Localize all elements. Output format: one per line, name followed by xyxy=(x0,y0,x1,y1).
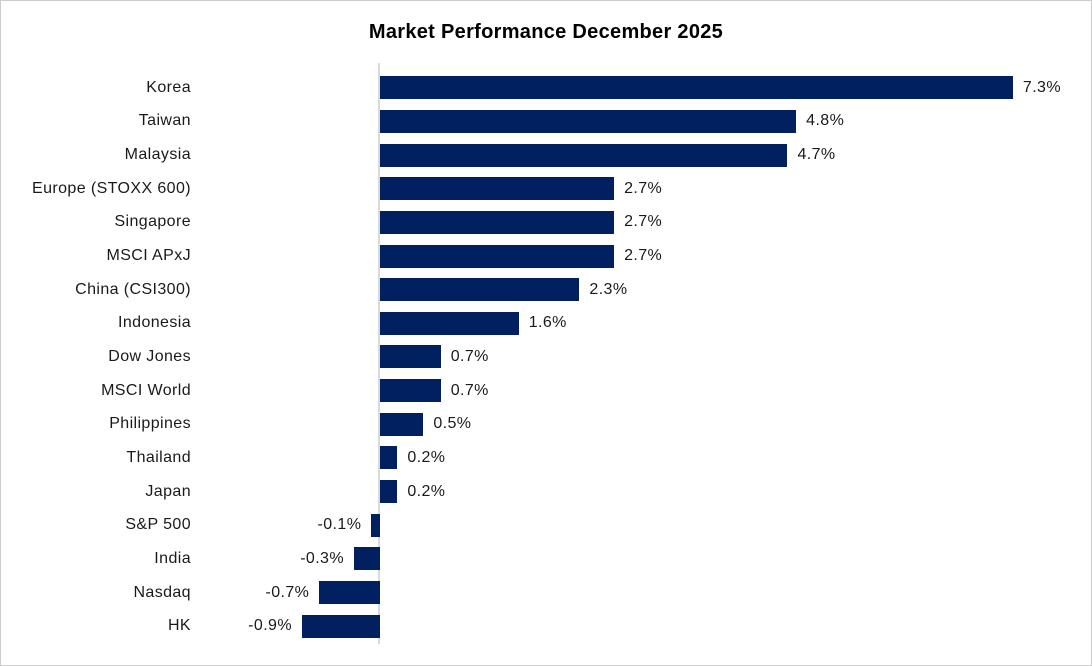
bar xyxy=(380,412,424,436)
chart-row: Singapore 2.7% xyxy=(1,206,1091,240)
zero-axis-line xyxy=(378,63,380,644)
value-label: -0.9% xyxy=(248,617,292,635)
chart-row: Malaysia 4.7% xyxy=(1,138,1091,172)
category-label: Taiwan xyxy=(138,112,191,130)
value-label: 0.5% xyxy=(433,415,472,433)
category-label: India xyxy=(154,549,191,567)
value-label: 1.6% xyxy=(528,314,567,332)
bar xyxy=(380,210,615,234)
chart-row: S&P 500 -0.1% xyxy=(1,508,1091,542)
bar xyxy=(380,311,519,335)
bar xyxy=(319,581,380,605)
chart-row: India -0.3% xyxy=(1,542,1091,576)
chart-row: Philippines 0.5% xyxy=(1,408,1091,442)
value-label: 2.7% xyxy=(624,247,663,265)
category-label: Singapore xyxy=(114,213,191,231)
chart-title: Market Performance December 2025 xyxy=(368,21,724,43)
category-label: MSCI APxJ xyxy=(106,247,191,265)
bar xyxy=(380,143,788,167)
value-label: -0.1% xyxy=(317,516,362,534)
value-label: 7.3% xyxy=(1022,78,1061,96)
bar xyxy=(380,177,615,201)
bar xyxy=(380,109,797,133)
chart-row: Indonesia 1.6% xyxy=(1,307,1091,341)
bar xyxy=(353,547,380,571)
category-label: China (CSI300) xyxy=(75,280,191,298)
bar xyxy=(380,379,441,403)
category-label: S&P 500 xyxy=(125,516,191,534)
value-label: -0.7% xyxy=(265,583,310,601)
bar xyxy=(371,513,380,537)
category-label: MSCI World xyxy=(101,381,191,399)
category-label: Nasdaq xyxy=(133,583,191,601)
value-label: 4.8% xyxy=(806,112,845,130)
category-label: Dow Jones xyxy=(108,348,191,365)
value-label: 2.3% xyxy=(589,280,628,298)
category-label: Philippines xyxy=(109,415,191,433)
value-label: 0.7% xyxy=(450,348,489,365)
chart-row: Europe (STOXX 600) 2.7% xyxy=(1,172,1091,206)
bar xyxy=(380,244,615,268)
category-label: Malaysia xyxy=(124,146,191,164)
value-label: 0.2% xyxy=(407,482,446,500)
category-label: Thailand xyxy=(126,448,191,466)
chart-row: Japan 0.2% xyxy=(1,475,1091,509)
value-label: -0.3% xyxy=(300,549,344,567)
category-label: Europe (STOXX 600) xyxy=(32,179,191,197)
bar xyxy=(301,614,380,638)
value-label: 2.7% xyxy=(624,179,663,197)
category-label: Indonesia xyxy=(118,314,191,332)
bar xyxy=(380,278,580,302)
chart-row: Nasdaq -0.7% xyxy=(1,576,1091,610)
chart-row: HK -0.9% xyxy=(1,609,1091,643)
chart-row: China (CSI300) 2.3% xyxy=(1,273,1091,307)
category-label: HK xyxy=(167,617,191,635)
chart-row: Thailand 0.2% xyxy=(1,441,1091,475)
chart-row: MSCI APxJ 2.7% xyxy=(1,239,1091,273)
chart-row: Dow Jones 0.7% xyxy=(1,340,1091,374)
chart-row: Korea 7.3% xyxy=(1,71,1091,105)
bar xyxy=(380,76,1013,100)
chart-row: MSCI World 0.7% xyxy=(1,374,1091,408)
value-label: 0.7% xyxy=(450,381,489,399)
value-label: 0.2% xyxy=(407,448,446,466)
bar xyxy=(380,345,441,369)
chart-row: Taiwan 4.8% xyxy=(1,105,1091,139)
category-label: Japan xyxy=(145,482,191,500)
value-label: 2.7% xyxy=(624,213,663,231)
category-label: Korea xyxy=(146,78,191,96)
bar xyxy=(380,446,398,470)
value-label: 4.7% xyxy=(797,146,836,164)
plot-area: Korea 7.3% Taiwan 4.8% Malaysia 4.7% Europe (S… xyxy=(1,63,1091,644)
bar xyxy=(380,480,398,504)
